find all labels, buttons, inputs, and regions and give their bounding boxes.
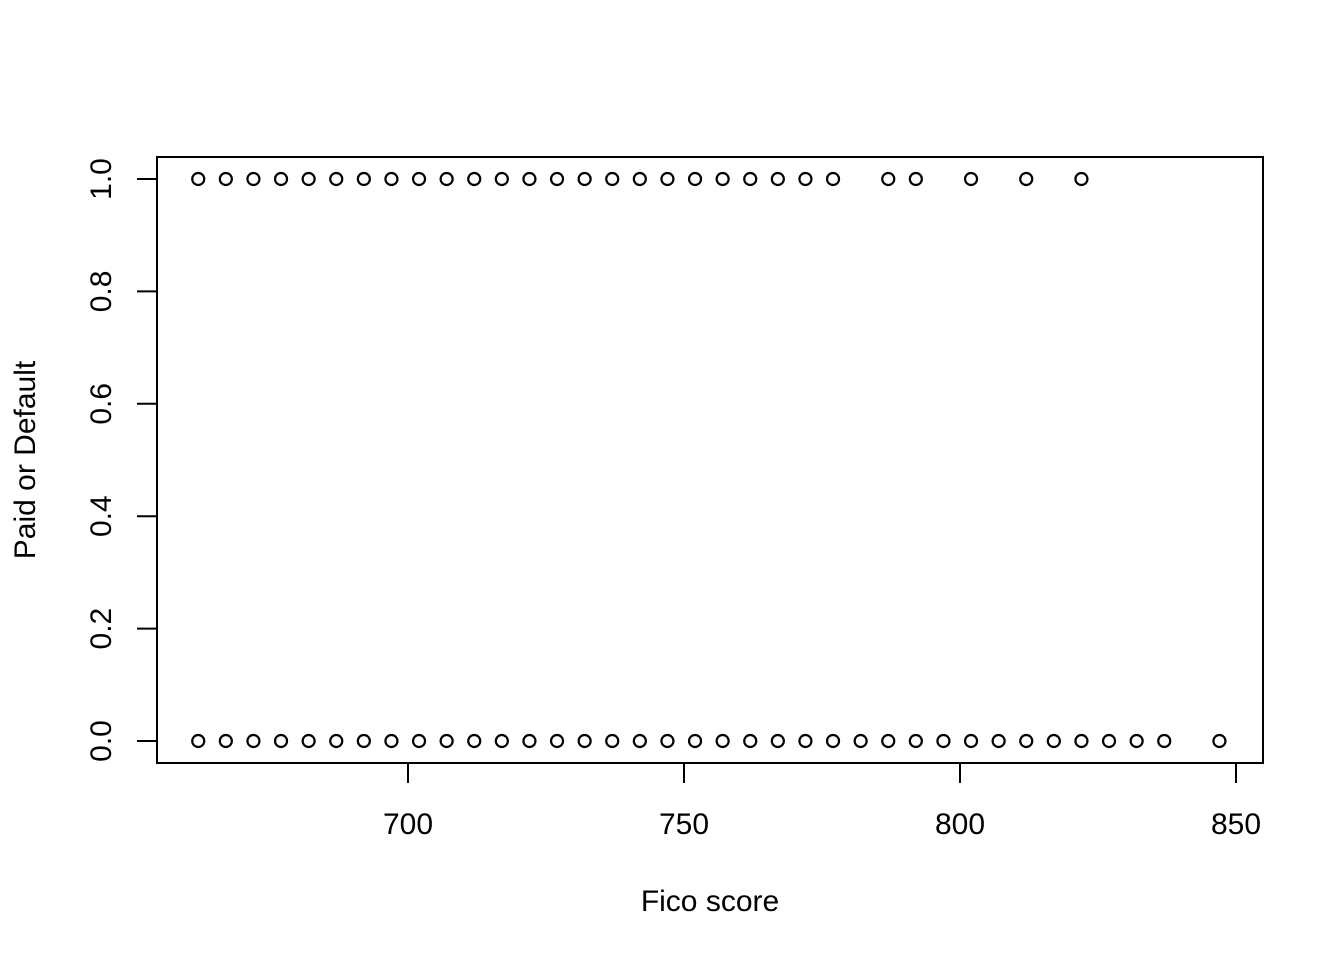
data-point xyxy=(632,171,647,187)
data-point xyxy=(798,171,813,187)
y-tick-label: 0.6 xyxy=(85,383,118,425)
x-axis: 700 750 800 850 xyxy=(383,762,1261,841)
data-point xyxy=(687,171,703,187)
x-tick-label: 800 xyxy=(935,808,985,841)
data-point xyxy=(246,733,261,749)
data-point xyxy=(632,733,647,749)
data-point xyxy=(825,733,841,749)
data-point xyxy=(246,171,261,187)
data-point xyxy=(218,171,233,187)
data-point xyxy=(963,171,979,187)
data-point xyxy=(936,733,951,749)
data-point xyxy=(494,733,509,749)
data-point xyxy=(881,733,896,749)
data-point xyxy=(715,733,730,749)
data-point xyxy=(301,733,316,749)
data-point xyxy=(1074,171,1089,187)
plot-frame xyxy=(156,156,1264,764)
data-point xyxy=(549,171,565,187)
y-tick-label: 0.4 xyxy=(85,495,118,537)
data-point xyxy=(825,171,841,187)
data-point xyxy=(853,733,868,749)
data-point xyxy=(356,733,371,749)
data-point xyxy=(273,733,289,749)
data-point xyxy=(687,733,703,749)
data-point xyxy=(549,733,565,749)
data-point xyxy=(798,733,813,749)
data-point xyxy=(218,733,233,749)
data-point xyxy=(577,733,592,749)
y-tick-label: 0.2 xyxy=(85,608,118,650)
data-point xyxy=(329,171,344,187)
data-point xyxy=(1157,733,1172,749)
y-axis: 0.0 0.2 0.4 0.6 0.8 1.0 xyxy=(85,158,158,762)
data-point xyxy=(908,733,923,749)
data-point xyxy=(660,171,675,187)
data-point xyxy=(384,733,399,749)
data-point xyxy=(411,171,427,187)
data-point xyxy=(439,733,454,749)
data-point xyxy=(715,171,730,187)
data-point xyxy=(1101,733,1117,749)
data-point xyxy=(605,171,620,187)
x-tick-label: 750 xyxy=(659,808,709,841)
data-point xyxy=(1129,733,1144,749)
data-point xyxy=(991,733,1006,749)
data-point xyxy=(1046,733,1061,749)
data-point xyxy=(356,171,371,187)
y-tick-label: 1.0 xyxy=(85,158,118,200)
data-point xyxy=(660,733,675,749)
data-point xyxy=(439,171,454,187)
data-point xyxy=(770,733,785,749)
x-tick-label: 850 xyxy=(1211,808,1261,841)
data-point xyxy=(1074,733,1089,749)
data-point xyxy=(329,733,344,749)
data-point xyxy=(743,171,758,187)
data-point xyxy=(577,171,592,187)
data-point xyxy=(467,733,482,749)
data-point xyxy=(191,171,206,187)
data-point xyxy=(467,171,482,187)
data-point xyxy=(963,733,979,749)
y-axis-label: Paid or Default xyxy=(9,360,42,559)
x-tick-label: 700 xyxy=(383,808,433,841)
data-point xyxy=(522,171,537,187)
data-point xyxy=(1019,171,1034,187)
data-point xyxy=(411,733,427,749)
data-point xyxy=(1212,733,1227,749)
data-point xyxy=(191,733,206,749)
y-tick-label: 0.8 xyxy=(85,271,118,313)
data-point xyxy=(301,171,316,187)
data-point xyxy=(384,171,399,187)
data-points xyxy=(191,171,1227,749)
data-point xyxy=(522,733,537,749)
data-point xyxy=(743,733,758,749)
data-point xyxy=(605,733,620,749)
data-point xyxy=(908,171,923,187)
y-tick-label: 0.0 xyxy=(85,720,118,762)
data-point xyxy=(1019,733,1034,749)
data-point xyxy=(494,171,509,187)
data-point xyxy=(273,171,289,187)
x-axis-label: Fico score xyxy=(641,885,779,918)
data-point xyxy=(770,171,785,187)
data-point xyxy=(881,171,896,187)
